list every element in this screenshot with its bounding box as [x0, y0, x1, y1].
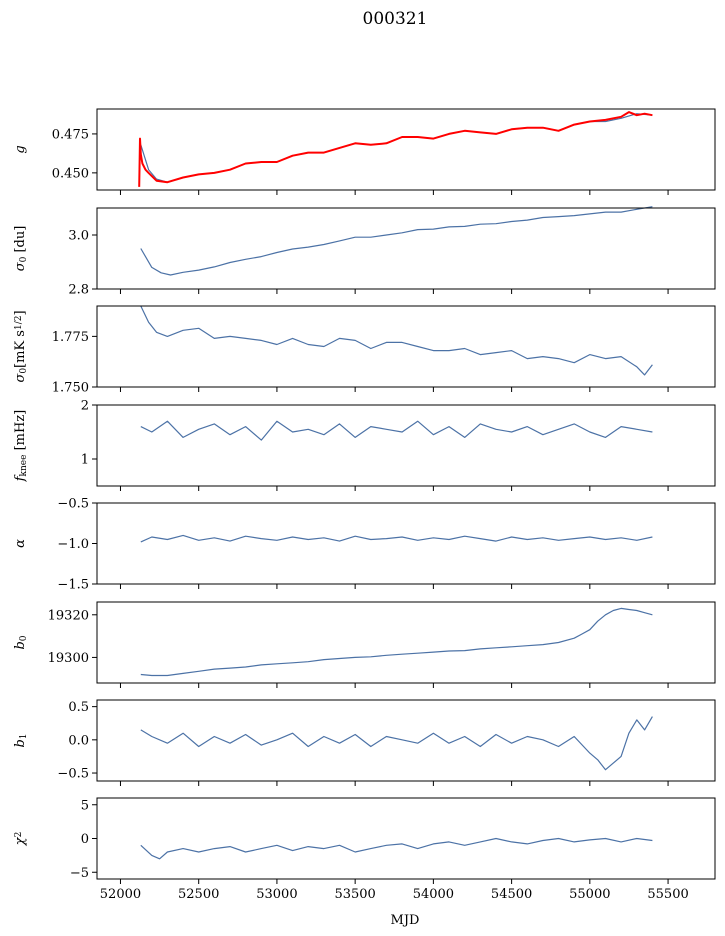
y-axis-label: b0 [13, 635, 29, 649]
panel-4: 1 2 fknee [mHz] [13, 399, 716, 491]
y-tick-label: 1 [81, 453, 89, 468]
panel-6: 19300 19320 b0 [13, 601, 716, 688]
y-tick-label: −1.0 [57, 537, 89, 552]
y-tick-label: −0.5 [57, 497, 89, 512]
axes-frame [96, 108, 716, 191]
axes-frame [96, 797, 716, 880]
panel-8: −5 0 5 52000 52500 53000 53500 54000 54500 55000 5… [13, 797, 716, 902]
y-axis-label: χ2 [13, 832, 28, 847]
series-line-1 [140, 607, 653, 677]
series-line-1 [140, 420, 653, 441]
y-tick-label: 0.5 [68, 700, 89, 715]
y-tick-label: 0.0 [68, 733, 89, 748]
y-tick-label: 2.8 [68, 283, 89, 298]
y-tick-label: 0.450 [52, 166, 89, 181]
y-tick-label: 2 [81, 399, 89, 414]
axes-frame [96, 502, 716, 585]
y-axis-label: σ0 [du] [13, 226, 29, 272]
x-tick-label: 55000 [569, 887, 610, 902]
y-axis-label: fknee [mHz] [13, 410, 29, 483]
y-tick-label: −5 [70, 866, 89, 881]
y-tick-label: 1.775 [52, 330, 89, 345]
y-axis-label: α [13, 539, 28, 548]
axes-frame [96, 601, 716, 684]
y-tick-label: −0.5 [57, 767, 89, 782]
panel-3: 1.750 1.775 σ0[mK s1/2] [13, 305, 716, 396]
axes-frame [96, 404, 716, 487]
y-tick-label: 0.475 [52, 127, 89, 142]
y-tick-label: 19320 [48, 608, 89, 623]
x-tick-label: 54000 [413, 887, 454, 902]
axes-frame [96, 305, 716, 388]
panel-7: −0.5 0.0 0.5 b1 [13, 699, 716, 786]
y-axis-label: σ0[mK s1/2] [13, 310, 29, 382]
axes-frame [96, 699, 716, 782]
series-line-2 [138, 111, 653, 187]
series-line-1 [140, 305, 653, 376]
axes-frame [96, 207, 716, 290]
y-axis-label: b1 [13, 733, 29, 747]
x-tick-label: 55500 [647, 887, 688, 902]
x-axis-label: MJD [391, 913, 420, 928]
y-tick-label: 5 [81, 798, 89, 813]
y-axis-label: g [13, 145, 28, 153]
x-tick-label: 52000 [100, 887, 141, 902]
series-line-1 [140, 716, 653, 771]
series-line-1 [140, 206, 653, 276]
y-tick-label: 1.750 [52, 381, 89, 396]
panel-1: 0.450 0.475 g [13, 108, 716, 195]
y-tick-label: 3.0 [68, 229, 89, 244]
x-tick-label: 53000 [256, 887, 297, 902]
series-line-1 [140, 534, 653, 543]
x-tick-label: 53500 [334, 887, 375, 902]
series-line-1 [140, 837, 653, 860]
panels: 0.450 0.475 g 2.8 3.0 σ0 [du] 1.750 1.775 σ0[mK … [13, 108, 716, 902]
panel-2: 2.8 3.0 σ0 [du] [13, 206, 716, 298]
y-tick-label: 0 [81, 832, 89, 847]
x-tick-label: 52500 [178, 887, 219, 902]
figure-title: 000321 [363, 9, 428, 29]
x-tick-label: 54500 [491, 887, 532, 902]
y-tick-label: −1.5 [57, 578, 89, 593]
y-tick-label: 19300 [48, 651, 89, 666]
panel-5: −1.5 −1.0 −0.5 α [13, 497, 716, 593]
